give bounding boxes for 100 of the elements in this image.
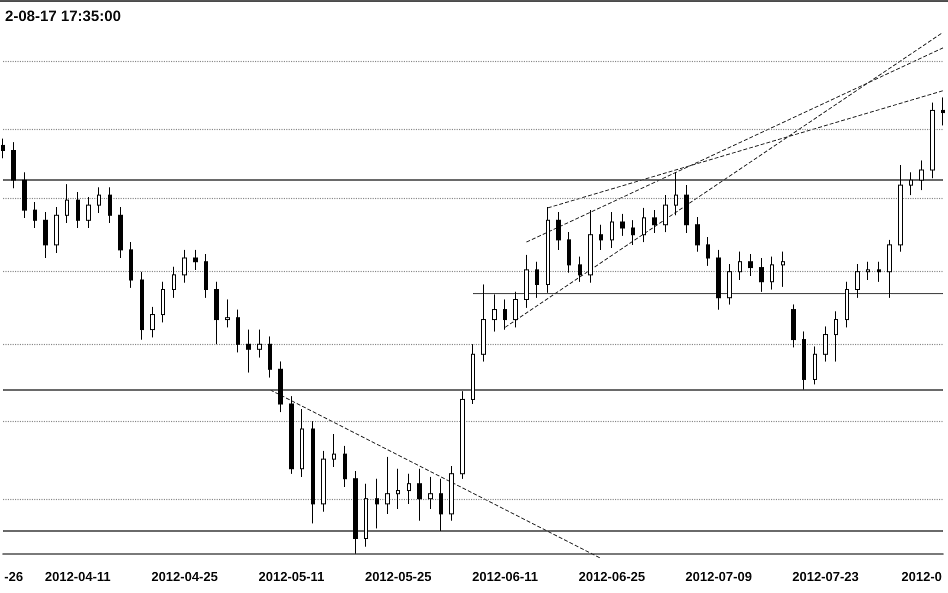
candlestick [738,251,742,280]
candlestick [236,309,240,353]
candlestick [802,330,806,390]
candlestick [674,172,678,216]
candlestick [791,304,796,348]
candlestick [620,213,625,236]
x-tick-label: 2012-05-11 [258,569,324,584]
candlestick [76,191,80,228]
candlestick [417,468,422,522]
candlestick [97,186,101,214]
candlestick [364,483,368,548]
x-tick-label: 2012-04-11 [44,569,111,584]
candlestick [845,281,849,328]
x-tick-label: 2012-06-25 [578,569,646,584]
candlestick [855,263,860,298]
candlestick [300,408,304,478]
candlestick [834,310,838,362]
candlestick [898,164,903,252]
candlestick [428,476,433,510]
candlestick [172,266,176,298]
candlestick [449,465,454,522]
candlestick [716,249,721,310]
candlestick [481,284,486,362]
x-tick-label: 2012-06-11 [472,569,538,584]
chart-title: 2-08-17 17:35:00 [5,8,121,25]
candlestick [578,256,582,282]
candlestick [43,212,48,259]
candlestick [652,210,657,234]
candlestick [546,206,550,294]
candlestick [343,445,347,488]
candlestick [225,299,230,328]
candlestick [22,172,27,218]
candlestick [65,184,69,224]
candlestick [866,261,870,280]
candlestick [268,336,272,378]
candlestick [941,97,945,126]
candlestick [161,281,165,323]
candlestick [257,329,262,358]
candlestick [375,478,379,529]
candlestick [193,249,198,270]
candlestick [33,201,37,228]
candlestick [823,326,828,362]
candlestick [599,224,603,250]
candlestick [11,142,16,189]
candlestick [556,212,561,250]
candlestick [588,210,593,284]
candlestick [695,216,700,252]
candlestick [246,329,251,373]
candlestick [513,291,518,328]
candlestick [567,232,571,274]
candlestick [311,420,315,524]
candlestick [407,473,411,504]
candlestick [385,456,390,514]
candlestick [439,478,443,532]
candlestick [353,470,358,554]
candlestick [471,344,475,404]
candlestick [150,306,155,338]
candlestick [706,236,710,266]
candlestick [727,263,732,306]
candlestick [684,184,689,234]
candlestick [877,261,881,282]
candlestick [396,468,400,510]
candlestick [610,212,614,249]
candlestick [748,253,753,276]
candlestick [321,450,326,512]
x-tick-label: 2012-05-25 [364,569,432,584]
x-tick-label: -26 [4,569,24,584]
candlestick [492,294,497,332]
candlestick [214,281,219,345]
candlestick [278,361,283,413]
x-tick-label: 2012-07-09 [685,569,752,584]
x-tick-label: 2012-0 [901,569,942,584]
candlestick [54,206,59,254]
candlestick [535,261,539,298]
candlestick [289,396,294,474]
candlestick [460,390,465,480]
candlestick [663,194,668,233]
candlestick [204,253,208,298]
candlestick [781,251,785,288]
candlestick [524,254,529,308]
candlestick [332,434,336,468]
x-tick-label: 2012-04-25 [151,569,218,584]
candlestick [140,271,144,340]
candlestick [1,138,5,159]
candlestick [919,160,924,191]
candlestick [129,242,133,288]
candlestick [770,256,774,290]
candlestick [930,102,935,179]
candlestick [108,186,112,224]
candlestick [182,249,187,284]
candlestick [813,346,817,385]
candlestick [759,258,764,292]
candlestick [887,239,892,298]
candlestick [642,207,646,243]
x-tick-label: 2012-07-23 [792,569,859,584]
candlestick [909,172,913,196]
candlestick [503,299,507,330]
candlestick [86,196,91,228]
candlestick [118,206,123,259]
candlestick [631,220,635,246]
